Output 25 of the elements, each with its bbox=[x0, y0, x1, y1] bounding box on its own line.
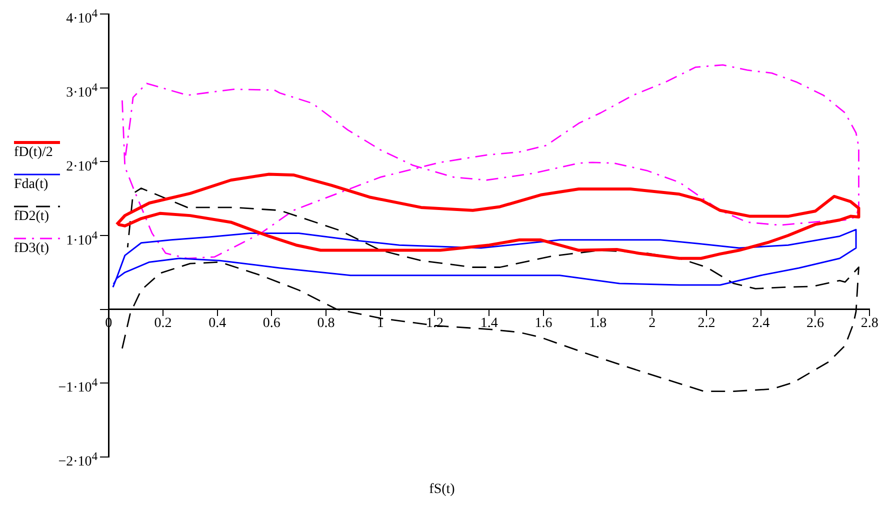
x-tick-label: 2.6 bbox=[806, 316, 824, 332]
legend-label: fD3(t) bbox=[14, 241, 50, 256]
x-tick-label: 0.4 bbox=[208, 316, 226, 332]
x-tick-label: 0.6 bbox=[262, 316, 280, 332]
y-tick-label: −2·10$^{4}$ bbox=[58, 449, 98, 472]
y-tick-label: −1·10$^{4}$ bbox=[58, 375, 98, 398]
line-series bbox=[121, 64, 860, 260]
x-tick-label: 1.6 bbox=[534, 316, 552, 332]
x-tick-label: 1 bbox=[376, 316, 384, 332]
x-tick-label: 2.4 bbox=[752, 316, 770, 332]
x-tick-label: 2.2 bbox=[698, 316, 716, 332]
x-tick-label: 1.4 bbox=[480, 316, 498, 332]
x-tick-label: 0.8 bbox=[317, 316, 335, 332]
y-tick-label: 3·10$^{4}$ bbox=[66, 80, 98, 102]
legend-label: fD(t)/2 bbox=[14, 145, 54, 160]
x-tick-label: 2.8 bbox=[860, 316, 878, 332]
x-tick-label: 2 bbox=[648, 316, 656, 332]
x-tick-label: 1.8 bbox=[589, 316, 607, 332]
y-tick-label: 4·10$^{4}$ bbox=[66, 6, 98, 29]
x-axis-title: fS(t) bbox=[428, 482, 456, 498]
y-tick-label: 1·10$^{4}$ bbox=[66, 228, 98, 250]
legend-label: Fda(t) bbox=[14, 177, 50, 192]
x-tick-label: 0.2 bbox=[154, 316, 172, 332]
legend-label: fD2(t) bbox=[14, 209, 50, 224]
y-tick-label: 2·10$^{4}$ bbox=[66, 154, 98, 176]
